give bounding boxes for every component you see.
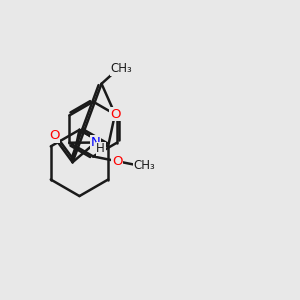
Text: O: O — [112, 155, 122, 168]
Text: N: N — [91, 136, 100, 149]
Text: O: O — [110, 107, 120, 121]
Text: CH₃: CH₃ — [110, 62, 132, 75]
Text: O: O — [49, 129, 59, 142]
Text: H: H — [96, 142, 105, 155]
Text: CH₃: CH₃ — [134, 159, 156, 172]
